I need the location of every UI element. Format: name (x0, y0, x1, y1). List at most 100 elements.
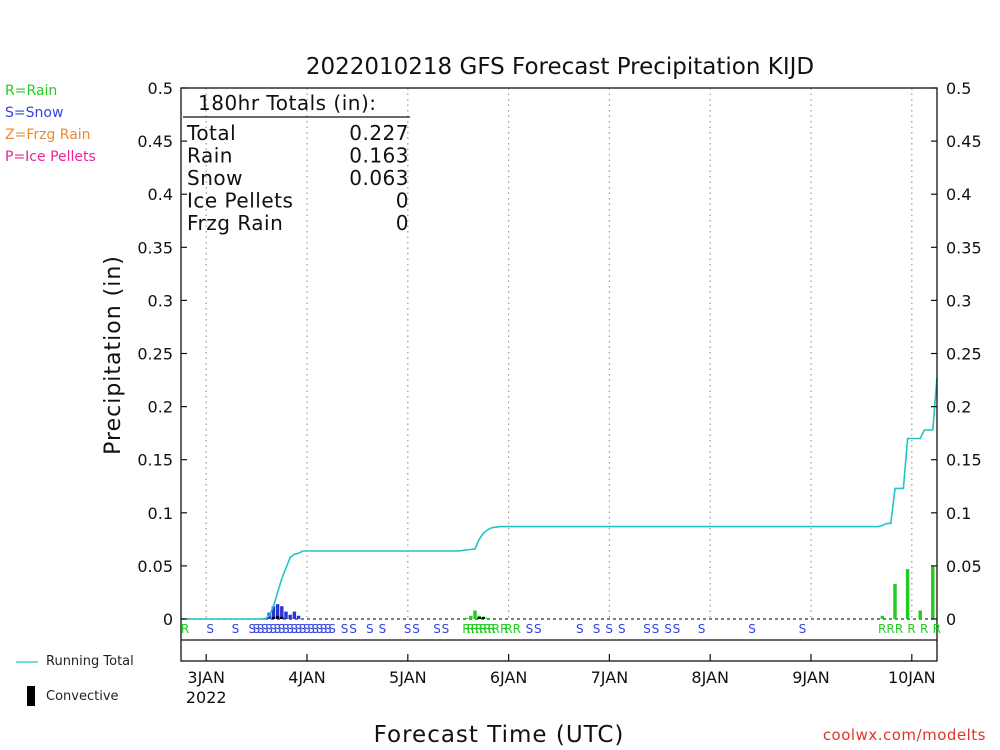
rain-bar (931, 565, 935, 619)
ptype-marker: S (576, 622, 584, 636)
convective-bar (481, 616, 486, 619)
plot-border (180, 87, 938, 662)
plot-frame (180, 87, 938, 662)
convective-bar (275, 615, 280, 619)
ptype-marker: S (265, 622, 273, 636)
rain-bar (918, 610, 922, 619)
snow-bar (288, 614, 292, 619)
y-tick-label-left: 0.3 (148, 291, 173, 310)
ptype-marker: S (316, 622, 324, 636)
ptype-marker: S (261, 622, 269, 636)
rain-bar (469, 615, 473, 619)
ptype-marker: S (248, 622, 256, 636)
y-tick-label-right: 0.05 (946, 557, 982, 576)
ptype-marker: R (181, 622, 189, 636)
ptype-marker: R (483, 622, 491, 636)
ptype-marker: S (643, 622, 651, 636)
y-tick-label-right: 0.45 (946, 132, 982, 151)
ptype-marker: S (664, 622, 672, 636)
y-tick-label-right: 0.5 (946, 79, 971, 98)
ptype-marker: R (504, 622, 512, 636)
y-tick-label-left: 0.15 (137, 451, 173, 470)
x-tick-label: 4JAN (288, 668, 326, 687)
credit-link[interactable]: coolwx.com/modelts (822, 726, 986, 744)
x-tick-label: 5JAN (389, 668, 427, 687)
ptype-marker: S (282, 622, 290, 636)
ptype-marker: S (534, 622, 542, 636)
ptype-marker: R (492, 622, 500, 636)
ptype-marker: S (605, 622, 613, 636)
ptype-marker: S (257, 622, 265, 636)
convective-bar (477, 616, 481, 619)
grid-lines (181, 88, 937, 620)
convective-bar (271, 616, 276, 619)
ptype-marker: S (349, 622, 357, 636)
ptype-marker: R (462, 622, 470, 636)
ptype-marker: R (513, 622, 521, 636)
ptype-marker: S (618, 622, 626, 636)
ptype-marker: R (933, 622, 941, 636)
rain-bar (473, 610, 477, 619)
totals-row-value: 0.227 (349, 121, 409, 145)
convective-bar (280, 616, 284, 619)
snow-bar (292, 611, 297, 619)
ptype-marker: S (324, 622, 332, 636)
totals-row-value: 0.063 (349, 166, 409, 190)
ptype-marker: S (311, 622, 319, 636)
ptype-marker: S (526, 622, 534, 636)
y-tick-label-left: 0.25 (137, 345, 173, 364)
ptype-marker: R (466, 622, 474, 636)
ptype-marker: S (299, 622, 307, 636)
ptype-marker: R (895, 622, 903, 636)
y-tick-label-right: 0.3 (946, 291, 971, 310)
y-tick-label-right: 0.35 (946, 238, 982, 257)
ptype-marker: S (799, 622, 807, 636)
y-tick-label-left: 0.35 (137, 238, 173, 257)
ptype-marker: S (286, 622, 294, 636)
x-tick-sublabel: 2022 (186, 688, 227, 707)
y-tick-label-right: 0 (946, 610, 956, 629)
ptype-marker: S (379, 622, 387, 636)
totals-header: 180hr Totals (in): (198, 91, 377, 115)
ptype-marker: R (479, 622, 487, 636)
ptype-marker: R (878, 622, 886, 636)
legend-running-total-label: Running Total (46, 654, 134, 669)
ptype-marker: S (307, 622, 315, 636)
ptype-marker: S (698, 622, 706, 636)
totals-row-value: 0 (396, 211, 409, 235)
y-tick-label-right: 0.25 (946, 345, 982, 364)
rain-bar (464, 617, 469, 619)
ptype-marker: S (748, 622, 756, 636)
x-tick-label: 7JAN (591, 668, 629, 687)
rain-bar (905, 569, 910, 619)
y-tick-label-left: 0.5 (148, 79, 173, 98)
ptype-marker: R (475, 622, 483, 636)
snow-bar (275, 604, 280, 619)
rain-bar (893, 583, 897, 619)
ptype-marker: R (500, 622, 508, 636)
ptype-marker: S (206, 622, 214, 636)
ptype-marker: R (907, 622, 915, 636)
y-tick-label-left: 0.45 (137, 132, 173, 151)
ptype-marker: S (269, 622, 277, 636)
x-tick-label: 8JAN (691, 668, 729, 687)
ptype-marker: R (886, 622, 894, 636)
rain-bar (880, 615, 885, 619)
ptype-marker: S (341, 622, 349, 636)
ptype-marker: S (412, 622, 420, 636)
ptype-marker: S (328, 622, 336, 636)
ptype-marker: S (290, 622, 298, 636)
totals-row-label: Total (186, 121, 236, 145)
totals-row-label: Frzg Rain (187, 211, 283, 235)
x-axis-label: Forecast Time (UTC) (374, 722, 625, 748)
ptype-marker: S (442, 622, 450, 636)
ptype-marker: S (593, 622, 601, 636)
ptype-marker: S (303, 622, 311, 636)
legend-bar-swatch (27, 686, 35, 706)
chart-title: 2022010218 GFS Forecast Precipitation KI… (306, 54, 814, 80)
running-total-line (181, 377, 938, 620)
y-tick-label-left: 0.4 (148, 185, 173, 204)
ptype-marker: S (232, 622, 240, 636)
